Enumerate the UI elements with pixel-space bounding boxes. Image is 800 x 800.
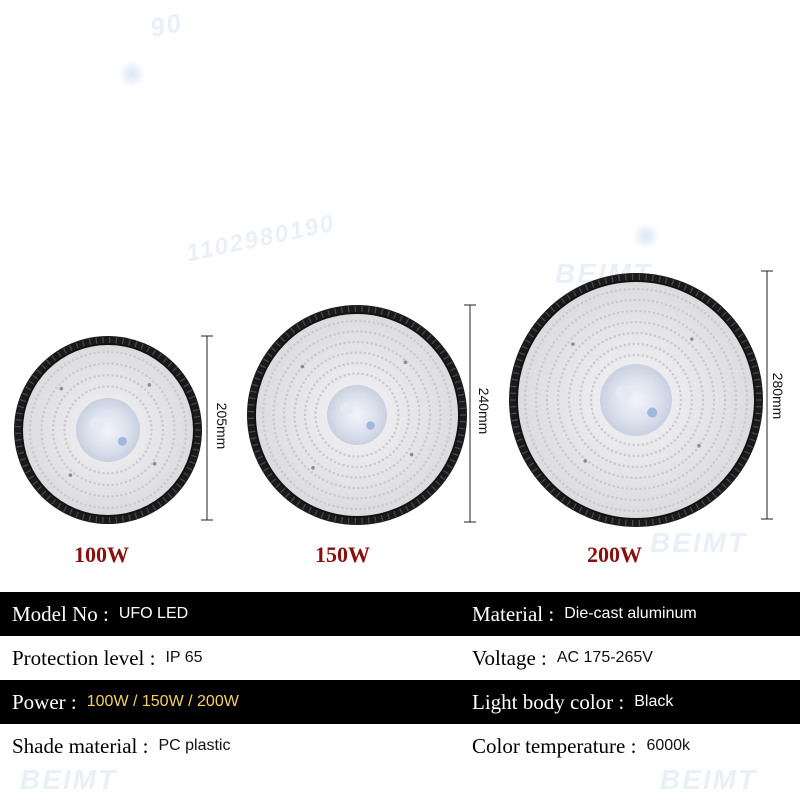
spec-value-model: UFO LED [118, 605, 189, 622]
spec-key-model: Model No : [12, 601, 109, 626]
spec-cell-temperature: Color temperature : 6000k [472, 724, 690, 768]
spec-key-body-color: Light body color : [472, 689, 625, 714]
spec-cell-shade: Shade material : PC plastic [12, 724, 230, 768]
power-label-100w: 100W [74, 542, 129, 567]
spec-row-shade-temperature: Shade material : PC plastic Color temper… [0, 724, 800, 768]
spec-key-protection: Protection level : [12, 645, 156, 670]
dimension-lines [201, 270, 773, 523]
watermark-brand: BEIMT [660, 764, 758, 795]
lamp-200w [509, 273, 763, 527]
watermark-brand: BEIMT [650, 527, 748, 558]
spec-key-material: Material : [472, 601, 555, 626]
spec-cell-model: Model No : UFO LED [12, 592, 188, 636]
spec-row-model-material: Model No : UFO LED Material : Die-cast a… [0, 592, 800, 636]
spec-key-voltage: Voltage : [472, 645, 547, 670]
spec-row-power-body-color: Power : 100W / 150W / 200W Light body co… [0, 680, 800, 724]
spec-value-temperature: 6000k [646, 737, 691, 754]
spec-table: Model No : UFO LED Material : Die-cast a… [0, 592, 800, 768]
spec-cell-body-color: Light body color : Black [472, 680, 673, 724]
spec-value-protection: IP 65 [165, 649, 203, 666]
lamp-100w [14, 336, 202, 524]
height-label-100w: 205mm [214, 402, 230, 450]
spec-value-material: Die-cast aluminum [564, 605, 697, 622]
power-label-200w: 200W [587, 542, 642, 567]
lamp-150w [247, 305, 467, 525]
height-label-200w: 280mm [770, 372, 786, 420]
spec-cell-power: Power : 100W / 150W / 200W [12, 680, 239, 724]
spec-cell-voltage: Voltage : AC 175-265V [472, 636, 653, 680]
height-label-150w: 240mm [476, 387, 492, 435]
spec-value-body-color: Black [634, 693, 674, 710]
spec-key-shade: Shade material : [12, 733, 149, 758]
watermark-logo-mark [632, 222, 660, 250]
spec-key-power: Power : [12, 689, 77, 714]
spec-row-protection-voltage: Protection level : IP 65 Voltage : AC 17… [0, 636, 800, 680]
spec-value-shade: PC plastic [158, 737, 231, 754]
product-lamps-illustration [14, 270, 773, 527]
spec-value-power: 100W / 150W / 200W [86, 693, 239, 710]
watermark-logo-mark [118, 60, 146, 88]
spec-key-temperature: Color temperature : [472, 733, 637, 758]
watermark-brand: BEIMT [20, 764, 118, 795]
spec-value-voltage: AC 175-265V [556, 649, 653, 666]
spec-cell-material: Material : Die-cast aluminum [472, 592, 697, 636]
spec-cell-protection: Protection level : IP 65 [12, 636, 203, 680]
power-label-150w: 150W [315, 542, 370, 567]
